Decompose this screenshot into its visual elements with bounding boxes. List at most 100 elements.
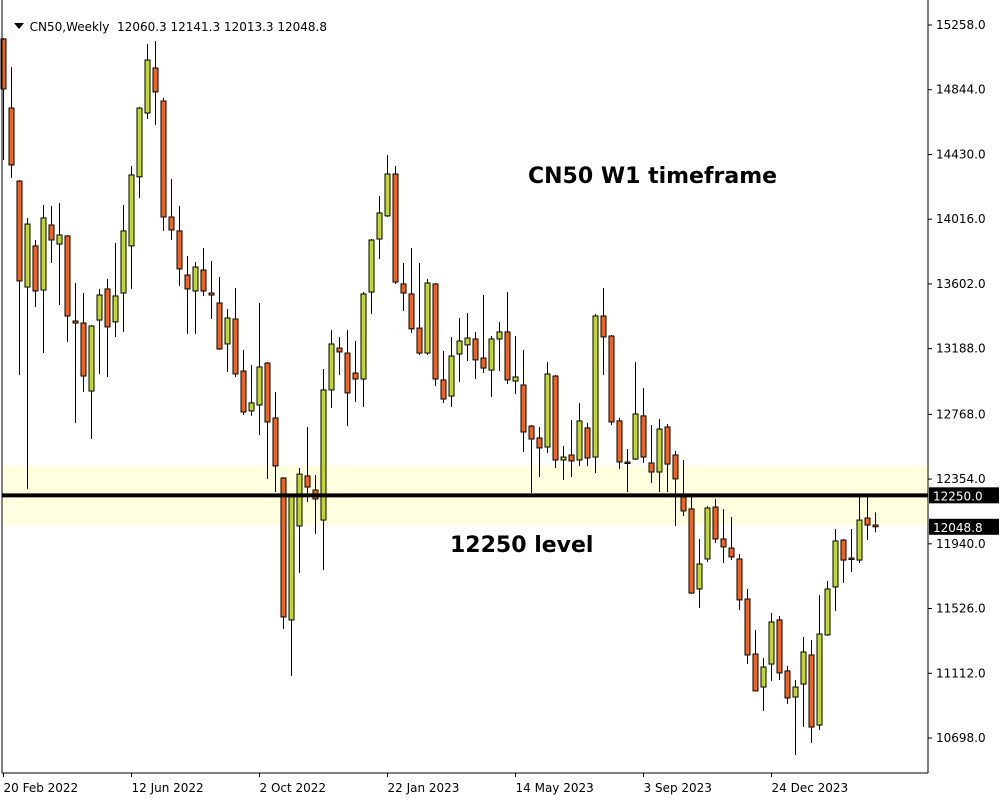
candle <box>760 657 767 711</box>
ohlc-readout: 12060.3 12141.3 12013.3 12048.8 <box>117 20 327 34</box>
candle-body-bear <box>520 384 527 433</box>
y-tick-label: 12768.0 <box>936 407 986 421</box>
candle <box>104 278 111 377</box>
candle-body-bear <box>472 338 479 361</box>
candle <box>152 40 159 125</box>
candle-body-bull <box>488 338 495 371</box>
candle-body-bull <box>832 540 839 588</box>
candle-body-bull <box>24 223 31 288</box>
candle-body-bull <box>464 337 471 346</box>
candle <box>784 665 791 704</box>
candle <box>768 612 775 681</box>
candle <box>864 497 871 541</box>
candle-body-bear <box>784 670 791 699</box>
candle <box>216 277 223 350</box>
current-price-label-bg <box>929 518 999 535</box>
candle <box>664 424 671 493</box>
candle-body-bear <box>48 224 55 241</box>
y-tick-label: 14430.0 <box>936 147 986 161</box>
candle-body-bull <box>544 373 551 448</box>
candle <box>208 260 215 319</box>
candle <box>528 424 535 493</box>
candle-body-bear <box>280 477 287 618</box>
candle <box>408 247 415 334</box>
candle-body-bull <box>792 686 799 698</box>
candle-body-bull <box>856 519 863 561</box>
candle <box>272 391 279 493</box>
candle-body-bull <box>328 343 335 391</box>
candle-body-bear <box>400 283 407 294</box>
candle-body-bear <box>344 352 351 394</box>
candle <box>192 262 199 334</box>
candle-body-bear <box>232 318 239 375</box>
candle-body-bear <box>872 524 879 528</box>
candle-body-bull <box>120 230 127 294</box>
candle <box>712 498 719 544</box>
candle-body-bull <box>248 402 255 412</box>
candle <box>80 293 87 392</box>
price-axis[interactable]: 15258.0 14844.0 14430.0 14016.0 13602.0 13188… <box>928 18 999 745</box>
candle <box>224 308 231 372</box>
candle-body-bull <box>696 563 703 590</box>
candle-body-bull <box>512 376 519 382</box>
candle <box>640 388 647 463</box>
candle-body-bull <box>824 588 831 636</box>
candle <box>720 508 727 564</box>
candle <box>856 497 863 564</box>
candle <box>344 330 351 427</box>
chart-header: CN50,Weekly 12060.3 12141.3 12013.3 1204… <box>6 6 327 34</box>
candle <box>128 166 135 289</box>
candle <box>296 467 303 574</box>
candle <box>96 288 103 374</box>
candle <box>392 166 399 284</box>
candle <box>728 517 735 561</box>
candle <box>432 282 439 387</box>
level-price-label: 12250.0 <box>933 489 983 503</box>
candle <box>736 553 743 610</box>
candles-layer <box>0 37 879 756</box>
candle <box>800 636 807 728</box>
candle-body-bull <box>592 315 599 458</box>
candle <box>248 364 255 416</box>
candle-body-bear <box>200 269 207 292</box>
candle-body-bear <box>672 454 679 480</box>
y-tick-label: 13188.0 <box>936 342 986 356</box>
candle <box>496 321 503 372</box>
candle <box>48 206 55 263</box>
candle-body-bull <box>496 331 503 340</box>
candle-body-bear <box>728 547 735 558</box>
y-tick-label: 10698.0 <box>936 731 986 745</box>
candle-body-bear <box>720 538 727 548</box>
candle <box>456 318 463 382</box>
dropdown-triangle-icon[interactable] <box>13 23 24 29</box>
candle-body-bear <box>536 437 543 449</box>
candle-body-bull <box>768 621 775 665</box>
candle <box>816 594 823 731</box>
candle-body-bull <box>456 340 463 355</box>
candle <box>872 512 879 533</box>
candle <box>624 449 631 493</box>
candle-body-bear <box>584 427 591 459</box>
candle-body-bear <box>416 327 423 354</box>
candle <box>184 255 191 334</box>
candle-body-bear <box>608 335 615 423</box>
time-axis[interactable]: 20 Feb 2022 12 Jun 2022 2 Oct 2022 22 Jan 2… <box>3 773 849 795</box>
x-tick-label: 2 Oct 2022 <box>260 781 327 795</box>
candle-body-bear <box>336 347 343 353</box>
candle <box>848 528 855 572</box>
candle-body-bull <box>376 212 383 240</box>
candle-body-bear <box>776 619 783 674</box>
candle-body-bear <box>640 415 647 458</box>
candle <box>552 374 559 468</box>
candle-body-bull <box>144 59 151 114</box>
y-tick-label: 11526.0 <box>936 602 986 616</box>
candle <box>376 196 383 259</box>
candle-body-bull <box>360 293 367 380</box>
candle <box>808 639 815 744</box>
candle-body-bear <box>304 475 311 488</box>
candle <box>472 331 479 379</box>
candle <box>600 287 607 375</box>
candle-body-bull <box>56 234 63 245</box>
candle-body-bear <box>552 375 559 461</box>
